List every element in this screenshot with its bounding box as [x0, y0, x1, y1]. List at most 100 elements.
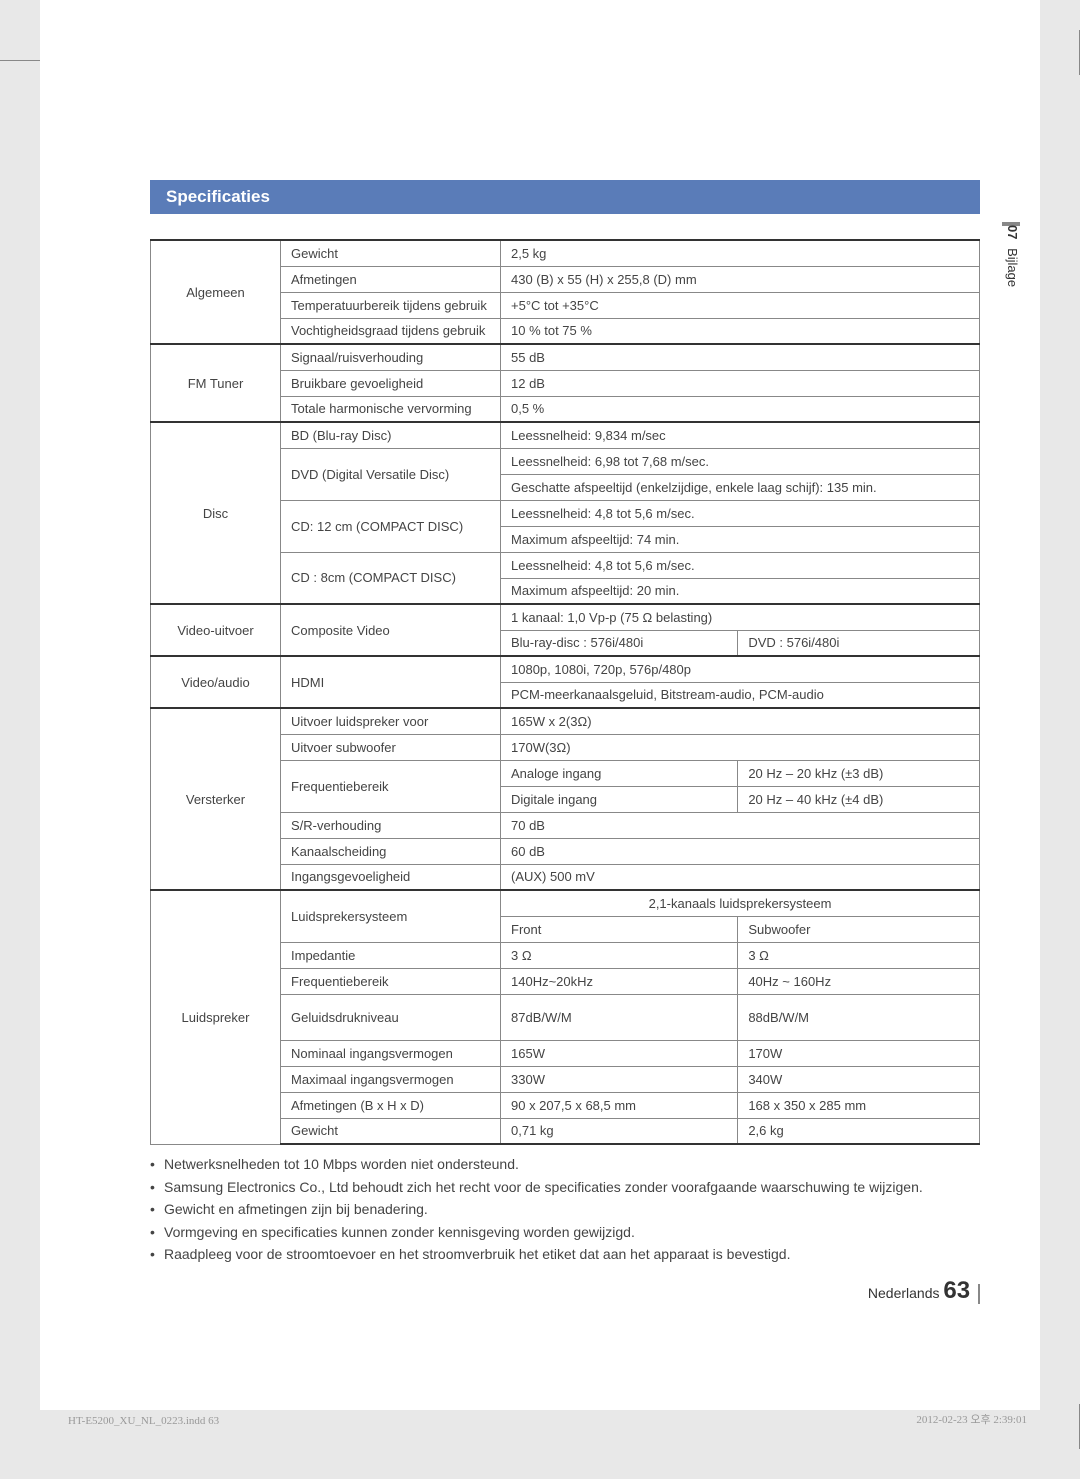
- category-cell: Disc: [151, 422, 281, 604]
- value-cell: Leessnelheid: 4,8 tot 5,6 m/sec.: [501, 552, 980, 578]
- value-cell: 1080p, 1080i, 720p, 576p/480p: [501, 656, 980, 682]
- value-cell: 90 x 207,5 x 68,5 mm: [501, 1092, 738, 1118]
- sub-cell: S/R-verhouding: [281, 812, 501, 838]
- category-cell: Versterker: [151, 708, 281, 890]
- value-cell: 170W(3Ω): [501, 734, 980, 760]
- value-cell: 140Hz~20kHz: [501, 968, 738, 994]
- spec-table: AlgemeenGewicht2,5 kgAfmetingen430 (B) x…: [150, 239, 980, 1145]
- sub-cell: Nominaal ingangsvermogen: [281, 1040, 501, 1066]
- sub-cell: Frequentiebereik: [281, 968, 501, 994]
- sub-cell: Afmetingen: [281, 266, 501, 292]
- value-cell: Subwoofer: [738, 916, 980, 942]
- note-item: Samsung Electronics Co., Ltd behoudt zic…: [150, 1178, 980, 1198]
- sub-cell: Kanaalscheiding: [281, 838, 501, 864]
- value-cell: 0,5 %: [501, 396, 980, 422]
- note-item: Gewicht en afmetingen zijn bij benaderin…: [150, 1200, 980, 1220]
- value-cell: 20 Hz – 20 kHz (±3 dB): [738, 760, 980, 786]
- value-cell: 70 dB: [501, 812, 980, 838]
- sub-cell: Afmetingen (B x H x D): [281, 1092, 501, 1118]
- table-row: LuidsprekerLuidsprekersysteem2,1-kanaals…: [151, 890, 980, 916]
- value-cell: 3 Ω: [501, 942, 738, 968]
- value-cell: Blu-ray-disc : 576i/480i: [501, 630, 738, 656]
- category-cell: Video-uitvoer: [151, 604, 281, 656]
- section-heading: Specificaties: [150, 180, 980, 214]
- table-row: Video/audioHDMI1080p, 1080i, 720p, 576p/…: [151, 656, 980, 682]
- value-cell: 0,71 kg: [501, 1118, 738, 1144]
- sub-cell: Temperatuurbereik tijdens gebruik: [281, 292, 501, 318]
- note-item: Raadpleeg voor de stroomtoevoer en het s…: [150, 1245, 980, 1265]
- sub-cell: Geluidsdrukniveau: [281, 994, 501, 1040]
- value-cell: 330W: [501, 1066, 738, 1092]
- value-cell: 60 dB: [501, 838, 980, 864]
- table-row: AlgemeenGewicht2,5 kg: [151, 240, 980, 266]
- value-cell: Geschatte afspeeltijd (enkelzijdige, enk…: [501, 474, 980, 500]
- category-cell: FM Tuner: [151, 344, 281, 422]
- sub-cell: Totale harmonische vervorming: [281, 396, 501, 422]
- footer-lang: Nederlands: [868, 1285, 940, 1301]
- value-cell: 20 Hz – 40 kHz (±4 dB): [738, 786, 980, 812]
- value-cell: 165W: [501, 1040, 738, 1066]
- value-cell: PCM-meerkanaalsgeluid, Bitstream-audio, …: [501, 682, 980, 708]
- sub-cell: Composite Video: [281, 604, 501, 656]
- value-cell: 55 dB: [501, 344, 980, 370]
- value-cell: 12 dB: [501, 370, 980, 396]
- sub-cell: Signaal/ruisverhouding: [281, 344, 501, 370]
- sub-cell: CD : 8cm (COMPACT DISC): [281, 552, 501, 604]
- notes-list: Netwerksnelheden tot 10 Mbps worden niet…: [150, 1155, 980, 1265]
- value-cell: 10 % tot 75 %: [501, 318, 980, 344]
- value-cell: Leessnelheid: 9,834 m/sec: [501, 422, 980, 448]
- side-number: 07: [1005, 225, 1020, 239]
- sub-cell: Ingangsgevoeligheid: [281, 864, 501, 890]
- value-cell: Analoge ingang: [501, 760, 738, 786]
- sub-cell: Uitvoer subwoofer: [281, 734, 501, 760]
- sub-cell: Impedantie: [281, 942, 501, 968]
- sub-cell: Bruikbare gevoeligheid: [281, 370, 501, 396]
- value-cell: Front: [501, 916, 738, 942]
- note-item: Netwerksnelheden tot 10 Mbps worden niet…: [150, 1155, 980, 1175]
- value-cell: 170W: [738, 1040, 980, 1066]
- value-cell: Leessnelheid: 4,8 tot 5,6 m/sec.: [501, 500, 980, 526]
- table-row: VersterkerUitvoer luidspreker voor165W x…: [151, 708, 980, 734]
- value-cell: Leessnelheid: 6,98 tot 7,68 m/sec.: [501, 448, 980, 474]
- category-cell: Video/audio: [151, 656, 281, 708]
- value-cell: 165W x 2(3Ω): [501, 708, 980, 734]
- sub-cell: DVD (Digital Versatile Disc): [281, 448, 501, 500]
- table-row: Video-uitvoerComposite Video1 kanaal: 1,…: [151, 604, 980, 630]
- sub-cell: Gewicht: [281, 240, 501, 266]
- sub-cell: Uitvoer luidspreker voor: [281, 708, 501, 734]
- value-cell: Maximum afspeeltijd: 74 min.: [501, 526, 980, 552]
- value-cell: 3 Ω: [738, 942, 980, 968]
- side-label: Bijlage: [1005, 248, 1020, 287]
- sub-cell: HDMI: [281, 656, 501, 708]
- value-cell: 168 x 350 x 285 mm: [738, 1092, 980, 1118]
- value-cell: 2,1-kanaals luidsprekersysteem: [501, 890, 980, 916]
- value-cell: +5°C tot +35°C: [501, 292, 980, 318]
- value-cell: 88dB/W/M: [738, 994, 980, 1040]
- value-cell: 340W: [738, 1066, 980, 1092]
- category-cell: Luidspreker: [151, 890, 281, 1144]
- print-mark-left: HT-E5200_XU_NL_0223.indd 63: [68, 1415, 219, 1427]
- value-cell: 2,5 kg: [501, 240, 980, 266]
- table-row: FM TunerSignaal/ruisverhouding55 dB: [151, 344, 980, 370]
- sub-cell: CD: 12 cm (COMPACT DISC): [281, 500, 501, 552]
- print-mark-right: 2012-02-23 오후 2:39:01: [916, 1411, 1027, 1427]
- value-cell: 87dB/W/M: [501, 994, 738, 1040]
- sub-cell: Gewicht: [281, 1118, 501, 1144]
- note-item: Vormgeving en specificaties kunnen zonde…: [150, 1223, 980, 1243]
- value-cell: 1 kanaal: 1,0 Vp-p (75 Ω belasting): [501, 604, 980, 630]
- value-cell: DVD : 576i/480i: [738, 630, 980, 656]
- value-cell: (AUX) 500 mV: [501, 864, 980, 890]
- sub-cell: Vochtigheidsgraad tijdens gebruik: [281, 318, 501, 344]
- sub-cell: BD (Blu-ray Disc): [281, 422, 501, 448]
- page-content: 07 Bijlage Specificaties AlgemeenGewicht…: [40, 0, 1040, 1410]
- table-row: DiscBD (Blu-ray Disc)Leessnelheid: 9,834…: [151, 422, 980, 448]
- sub-cell: Frequentiebereik: [281, 760, 501, 812]
- category-cell: Algemeen: [151, 240, 281, 344]
- value-cell: 2,6 kg: [738, 1118, 980, 1144]
- value-cell: 40Hz ~ 160Hz: [738, 968, 980, 994]
- page-bar: [978, 1284, 980, 1304]
- sub-cell: Luidsprekersysteem: [281, 890, 501, 942]
- value-cell: Digitale ingang: [501, 786, 738, 812]
- sub-cell: Maximaal ingangsvermogen: [281, 1066, 501, 1092]
- page-footer: Nederlands 63: [150, 1277, 980, 1305]
